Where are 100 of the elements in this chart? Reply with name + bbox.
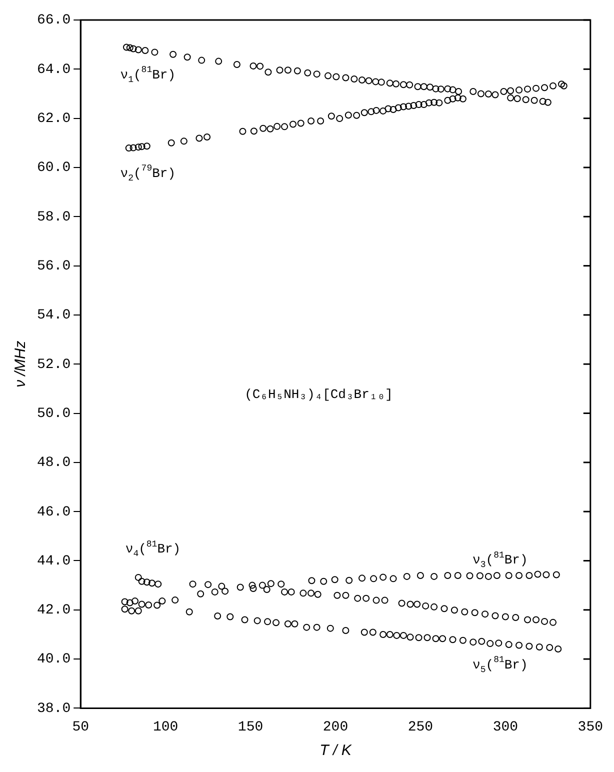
point (184, 54, 191, 61)
point (131, 598, 138, 605)
point (414, 600, 421, 608)
y-tick-label: 40.0 (36, 652, 71, 668)
point (134, 574, 142, 581)
point (254, 617, 261, 624)
point (317, 118, 324, 125)
y-tick-label: 48.0 (36, 455, 71, 472)
point (505, 641, 512, 648)
point (332, 73, 340, 80)
point (204, 581, 212, 588)
point (478, 638, 486, 645)
point (425, 99, 432, 106)
point (126, 44, 134, 52)
point (334, 592, 341, 599)
point (476, 572, 484, 580)
point (378, 78, 385, 86)
point (507, 94, 514, 102)
point (138, 578, 146, 585)
point (354, 594, 362, 602)
point (281, 123, 288, 130)
point (241, 616, 248, 624)
point (470, 638, 477, 646)
point (406, 634, 414, 641)
point (459, 95, 466, 102)
point (444, 572, 452, 579)
point (449, 95, 456, 102)
point (358, 574, 366, 582)
point (552, 571, 560, 578)
point (539, 98, 546, 105)
point (454, 94, 462, 102)
x-tick-label: 100 (152, 719, 178, 736)
point (390, 106, 397, 113)
point (420, 101, 428, 108)
point (264, 618, 272, 626)
point (189, 580, 196, 588)
point (308, 577, 316, 584)
point (134, 144, 142, 151)
point (461, 608, 468, 616)
point (134, 607, 142, 614)
point (121, 598, 128, 606)
point (121, 606, 128, 613)
point (342, 592, 350, 599)
point (168, 139, 175, 146)
x-tick-label: 250 (408, 719, 434, 736)
point (380, 574, 387, 581)
annotation: (C₆H₅NH₃)₄[Cd₃Br₁₀] (244, 386, 393, 402)
point (466, 572, 474, 580)
point (284, 620, 292, 628)
point (360, 109, 368, 116)
y-tick-label: 52.0 (36, 356, 71, 373)
point (398, 600, 406, 607)
point (550, 82, 557, 90)
point (250, 62, 257, 70)
x-axis-title: T / K (320, 742, 352, 760)
point (532, 616, 540, 624)
point (507, 87, 514, 94)
point (522, 96, 530, 104)
point (454, 572, 462, 579)
y-tick-label: 44.0 (36, 553, 71, 570)
point (370, 575, 378, 582)
point (274, 122, 281, 130)
point (384, 105, 392, 112)
point (432, 635, 440, 642)
point (204, 133, 211, 140)
point (267, 580, 274, 588)
point (346, 576, 353, 584)
point (406, 600, 414, 608)
point (226, 613, 234, 620)
point (154, 580, 162, 588)
point (324, 72, 332, 80)
point (300, 590, 307, 597)
point (145, 601, 152, 608)
y-tick-label: 66.0 (36, 12, 71, 29)
x-tick-label: 200 (322, 719, 348, 736)
point (532, 84, 540, 92)
point (342, 74, 350, 82)
point (541, 84, 548, 92)
point (516, 86, 523, 94)
point (493, 572, 500, 579)
point (239, 128, 246, 135)
point (233, 60, 240, 68)
point (386, 630, 394, 638)
point (449, 86, 456, 94)
point (455, 88, 462, 96)
point (432, 85, 440, 92)
point (410, 102, 418, 110)
point (492, 612, 499, 620)
y-tick-label: 58.0 (36, 209, 71, 226)
point (444, 85, 452, 92)
point (264, 68, 272, 76)
point (308, 118, 315, 125)
point (436, 99, 443, 106)
point (486, 640, 494, 648)
point (534, 570, 542, 578)
point (256, 62, 264, 70)
point (560, 82, 568, 90)
y-tick-label: 62.0 (36, 111, 71, 128)
point (524, 616, 532, 624)
point (143, 142, 150, 150)
